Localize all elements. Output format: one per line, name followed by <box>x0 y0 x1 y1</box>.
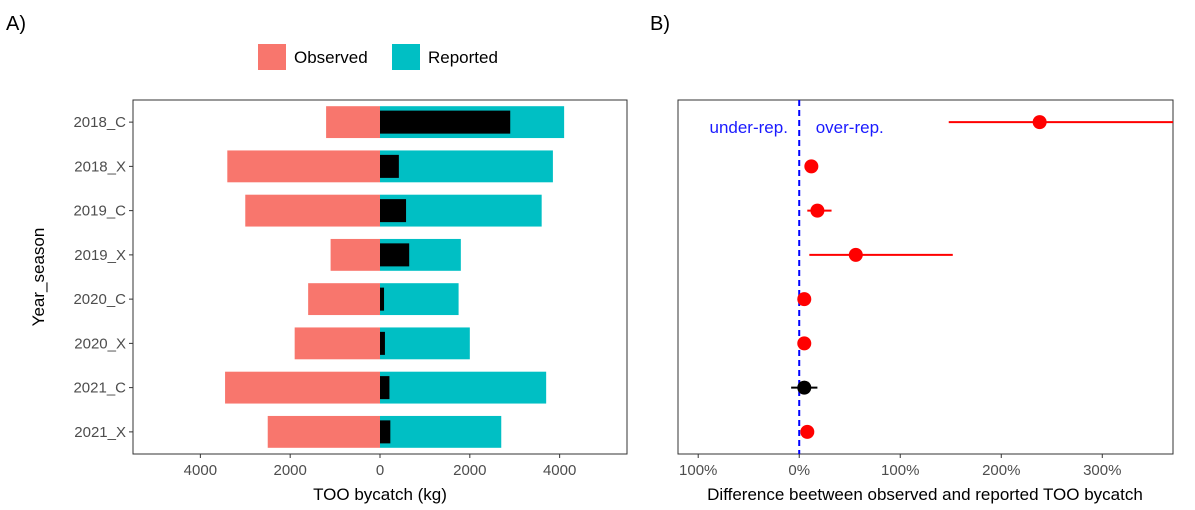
panel-b-x-tick-label: 100% <box>679 462 717 479</box>
panel-a-bars <box>225 106 565 448</box>
panel-b-x-ticks: 100% 0% 100% 200% 300% <box>679 454 1121 479</box>
bar-observed-2020_X <box>294 327 380 360</box>
point-2018_C <box>1032 115 1047 130</box>
point-2019_C <box>810 203 825 218</box>
panel-b-label: B) <box>650 13 670 35</box>
panel-b-x-tick-label: 100% <box>881 462 919 479</box>
panel-a-x-tick-label: 4000 <box>184 462 217 479</box>
bar-difference-2020_X <box>380 331 385 355</box>
y-tick-label-2021_C: 2021_C <box>73 380 126 397</box>
panel-a-y-ticks: 2018_C 2018_X 2019_C 2019_X 2020_C 2020_X 2021… <box>73 114 133 441</box>
bar-observed-2019_X <box>330 238 380 271</box>
bar-observed-2021_X <box>267 415 380 448</box>
panel-b-x-axis-title: Difference beetween observed and reporte… <box>707 485 1143 504</box>
panel-a-x-ticks: 4000 2000 0 2000 4000 <box>184 454 576 479</box>
legend-label-reported: Reported <box>428 48 498 67</box>
bar-observed-2021_C <box>225 371 380 404</box>
bar-difference-2020_C <box>380 287 385 311</box>
bar-observed-2018_X <box>227 150 380 183</box>
panel-a: A) Observed Reported 2018_C2018_X2019_C2… <box>6 13 628 504</box>
point-2021_X <box>800 424 815 439</box>
y-tick-label-2020_C: 2020_C <box>73 291 126 308</box>
bar-difference-2018_C <box>380 110 511 134</box>
legend-swatch-observed <box>258 44 286 70</box>
point-2019_X <box>848 247 863 262</box>
bar-difference-2019_C <box>380 199 407 223</box>
annotation-over-rep: over-rep. <box>816 118 884 137</box>
y-tick-label-2021_X: 2021_X <box>74 424 126 441</box>
bar-reported-2019_C <box>380 194 542 227</box>
legend-label-observed: Observed <box>294 48 368 67</box>
panel-a-x-tick-label: 0 <box>376 462 384 479</box>
bar-observed-2020_C <box>308 283 380 316</box>
bar-difference-2021_C <box>380 376 390 400</box>
bar-difference-2018_X <box>380 154 399 178</box>
panel-a-x-tick-label: 2000 <box>273 462 306 479</box>
panel-a-y-axis-title: Year_season <box>29 228 48 327</box>
point-2021_C <box>797 380 812 395</box>
panel-a-x-tick-label: 2000 <box>453 462 486 479</box>
y-tick-label-2019_X: 2019_X <box>74 247 126 264</box>
legend: Observed Reported <box>258 44 498 70</box>
panel-a-x-axis-title: TOO bycatch (kg) <box>313 485 447 504</box>
panel-b-points <box>791 115 1173 439</box>
bar-reported-2020_X <box>380 327 470 360</box>
bar-observed-2019_C <box>245 194 380 227</box>
panel-a-x-tick-label: 4000 <box>543 462 576 479</box>
y-tick-label-2019_C: 2019_C <box>73 203 126 220</box>
panel-b-x-tick-label: 0% <box>788 462 810 479</box>
bar-reported-2020_C <box>380 283 459 316</box>
bar-difference-2019_X <box>380 243 410 267</box>
panel-b-x-tick-label: 300% <box>1083 462 1121 479</box>
panel-b-frame <box>677 99 1174 455</box>
panel-b: B) under-rep. over-rep. 100% 0% 100% 200% 30… <box>650 13 1174 504</box>
bar-reported-2021_X <box>380 415 502 448</box>
bar-reported-2021_C <box>380 371 547 404</box>
point-2018_X <box>804 159 819 174</box>
panel-a-label: A) <box>6 13 26 35</box>
bar-reported-2018_X <box>380 150 553 183</box>
panel-b-x-tick-label: 200% <box>982 462 1020 479</box>
bar-observed-2018_C <box>326 106 380 139</box>
legend-swatch-reported <box>392 44 420 70</box>
point-2020_X <box>797 336 812 351</box>
annotation-under-rep: under-rep. <box>709 118 787 137</box>
bar-difference-2021_X <box>380 420 391 444</box>
y-tick-label-2018_X: 2018_X <box>74 158 126 175</box>
point-2020_C <box>797 292 812 307</box>
y-tick-label-2018_C: 2018_C <box>73 114 126 131</box>
y-tick-label-2020_X: 2020_X <box>74 335 126 352</box>
